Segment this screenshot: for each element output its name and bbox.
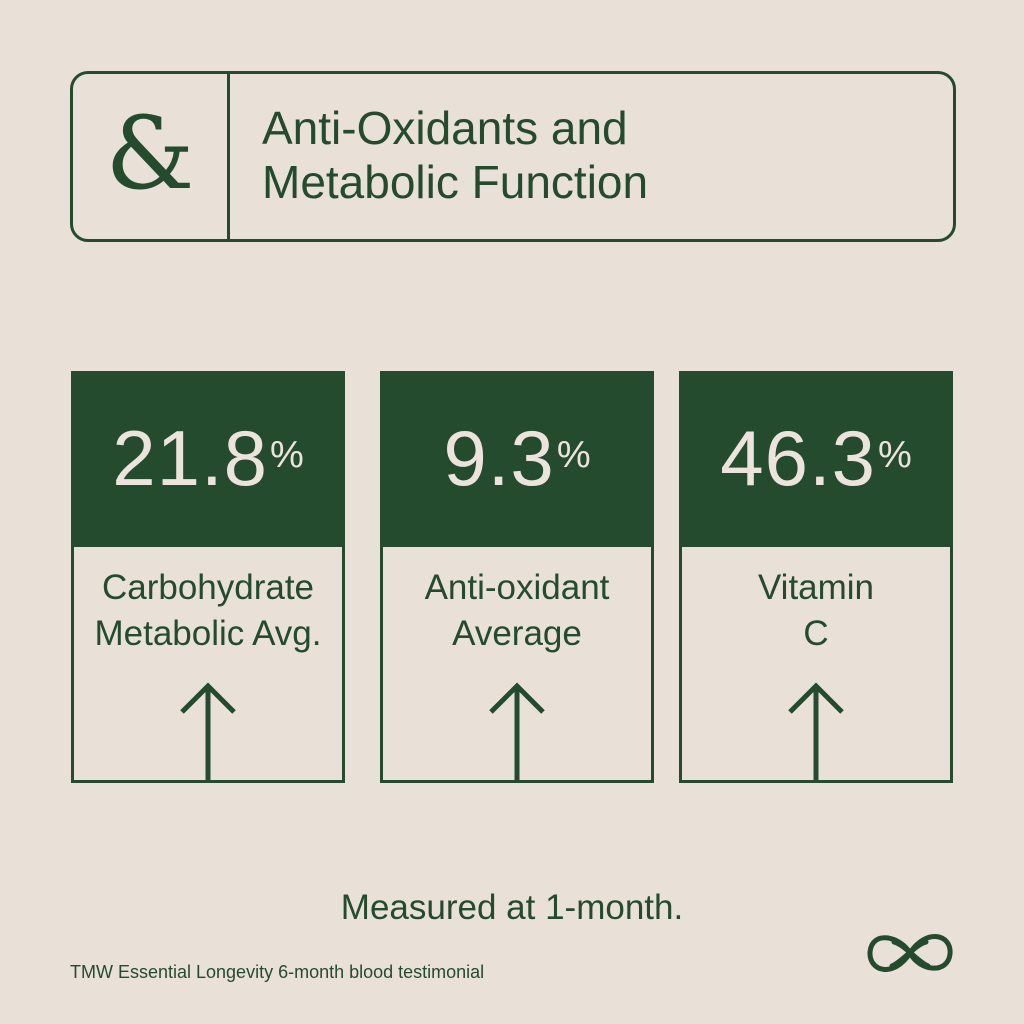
stat-card-vitamin-c: 46.3% Vitamin C [679,371,953,783]
stat-value: 21.8 [112,413,268,502]
stat-card-carbohydrate: 21.8% Carbohydrate Metabolic Avg. [71,371,345,783]
stat-value-panel: 9.3% [383,374,651,547]
stat-label: Vitamin C [757,568,875,653]
stat-unit: % [878,434,912,476]
stat-label: Anti-oxidant Average [424,568,610,653]
up-arrow-icon [788,682,844,780]
stat-value: 46.3 [720,413,876,502]
stat-value-panel: 21.8% [74,374,342,547]
ampersand-symbol: & [73,74,230,239]
source-note: TMW Essential Longevity 6-month blood te… [70,962,485,982]
stat-value-panel: 46.3% [682,374,950,547]
header-box: & Anti-Oxidants and Metabolic Function [70,71,956,242]
page-title: Anti-Oxidants and Metabolic Function [262,101,649,208]
stat-unit: % [556,434,591,476]
up-arrow-icon [489,682,545,780]
stat-value: 9.3 [443,413,555,502]
brand-knot-logo-icon [867,934,953,972]
stat-card-antioxidant: 9.3% Anti-oxidant Average [380,371,654,783]
stat-label: Carbohydrate Metabolic Avg. [94,568,322,653]
stat-unit: % [270,434,304,476]
up-arrow-icon [180,682,236,780]
measurement-note: Measured at 1-month. [340,888,684,927]
